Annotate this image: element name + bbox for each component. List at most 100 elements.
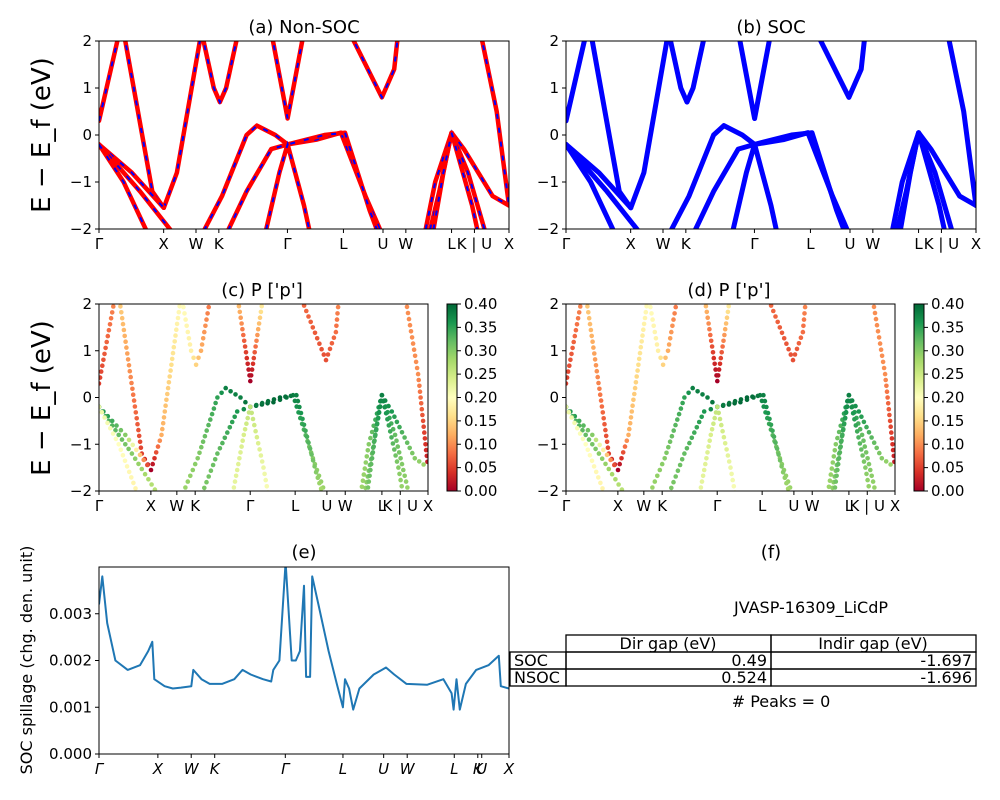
projection-point bbox=[327, 346, 333, 352]
projection-point bbox=[590, 432, 595, 438]
x-tick-label: U bbox=[476, 760, 487, 778]
projection-point bbox=[698, 485, 704, 490]
projection-point bbox=[165, 385, 171, 391]
projection-point bbox=[133, 410, 139, 415]
projection-point bbox=[593, 363, 599, 368]
projection-point bbox=[243, 350, 249, 355]
projection-point bbox=[139, 466, 145, 472]
band-line bbox=[226, 130, 380, 229]
projection-point bbox=[653, 336, 659, 341]
projection-point bbox=[317, 341, 322, 347]
projection-point bbox=[233, 473, 239, 479]
projection-point bbox=[418, 401, 424, 406]
x-tick-label: X bbox=[613, 497, 623, 515]
projection-point bbox=[229, 419, 235, 425]
x-tick-label: X bbox=[159, 235, 169, 253]
projection-point bbox=[890, 442, 895, 447]
projection-point bbox=[829, 466, 835, 471]
projection-point bbox=[632, 391, 637, 397]
projection-point bbox=[869, 473, 874, 479]
projection-point bbox=[298, 410, 304, 416]
x-tick-label: L bbox=[447, 235, 456, 253]
projection-point bbox=[334, 317, 340, 322]
projection-point bbox=[827, 478, 833, 484]
projection-point bbox=[129, 451, 135, 456]
projection-point bbox=[729, 471, 734, 477]
projection-point bbox=[392, 432, 398, 438]
projection-point bbox=[633, 380, 639, 385]
projection-point bbox=[726, 304, 731, 309]
projection-point bbox=[667, 439, 673, 445]
projection-point bbox=[259, 459, 265, 464]
projection-point bbox=[597, 392, 603, 398]
projection-point bbox=[825, 497, 830, 502]
projection-point bbox=[587, 453, 593, 458]
projection-point bbox=[773, 440, 778, 445]
plot-area bbox=[99, 567, 509, 711]
projection-point bbox=[243, 399, 248, 405]
x-tick-label: Γ bbox=[562, 497, 571, 515]
projection-point bbox=[188, 348, 194, 354]
projection-point bbox=[837, 450, 843, 455]
projection-point bbox=[125, 357, 131, 362]
projection-point bbox=[835, 461, 841, 467]
projection-point bbox=[255, 332, 260, 338]
projection-point bbox=[215, 451, 220, 456]
projection-point bbox=[256, 321, 262, 326]
projection-point bbox=[585, 447, 591, 453]
projection-point bbox=[421, 424, 427, 430]
table-header-indir: Indir gap (eV) bbox=[818, 634, 928, 653]
projection-point bbox=[566, 375, 570, 380]
projection-point bbox=[367, 473, 372, 479]
projection-point bbox=[671, 479, 676, 485]
projection-point bbox=[420, 412, 425, 418]
projection-point bbox=[885, 401, 891, 406]
projection-point bbox=[336, 299, 341, 304]
projection-point bbox=[627, 420, 633, 426]
projection-point bbox=[579, 298, 584, 303]
colorbar-tick-label: 0.15 bbox=[931, 412, 964, 430]
x-tick-label: L bbox=[758, 497, 767, 515]
projection-point bbox=[788, 352, 794, 357]
projection-point bbox=[865, 477, 870, 483]
projection-point bbox=[369, 456, 375, 461]
projection-point bbox=[202, 433, 208, 439]
projection-point bbox=[195, 456, 200, 461]
projection-point bbox=[623, 492, 628, 497]
projection-point bbox=[130, 386, 135, 392]
projection-point bbox=[603, 427, 608, 433]
spillage-line bbox=[99, 567, 509, 711]
x-tick-label: Γ bbox=[283, 235, 292, 253]
projection-point bbox=[238, 395, 243, 400]
projection-point bbox=[590, 442, 595, 447]
projection-point bbox=[711, 355, 717, 361]
projection-point bbox=[606, 466, 612, 472]
projection-point bbox=[866, 484, 871, 489]
projection-point bbox=[364, 454, 370, 459]
projection-point bbox=[404, 304, 410, 310]
projection-point bbox=[210, 462, 216, 468]
table-row-label: NSOC bbox=[514, 668, 560, 687]
projection-point bbox=[368, 467, 373, 473]
colorbar-tick-label: 0.10 bbox=[931, 435, 964, 453]
projection-point bbox=[619, 456, 624, 461]
projection-point bbox=[108, 316, 114, 321]
projection-point bbox=[239, 321, 244, 326]
projection-point bbox=[361, 472, 367, 477]
projection-point bbox=[891, 453, 895, 459]
colorbar-gradient bbox=[446, 303, 458, 492]
projection-point bbox=[417, 383, 422, 389]
projection-point bbox=[319, 346, 324, 352]
projection-point bbox=[420, 418, 426, 424]
projection-point bbox=[242, 344, 248, 349]
panel-e-ylabel: SOC spillage (chg. den. unit) bbox=[17, 546, 36, 775]
projection-point bbox=[122, 458, 128, 464]
y-tick-label: 1 bbox=[549, 79, 559, 97]
projection-point bbox=[828, 497, 833, 502]
projection-point bbox=[149, 482, 154, 487]
projection-point bbox=[126, 446, 131, 452]
projection-point bbox=[696, 497, 701, 502]
projection-point bbox=[297, 404, 302, 410]
projection-point bbox=[323, 357, 329, 363]
projection-point bbox=[421, 462, 426, 467]
